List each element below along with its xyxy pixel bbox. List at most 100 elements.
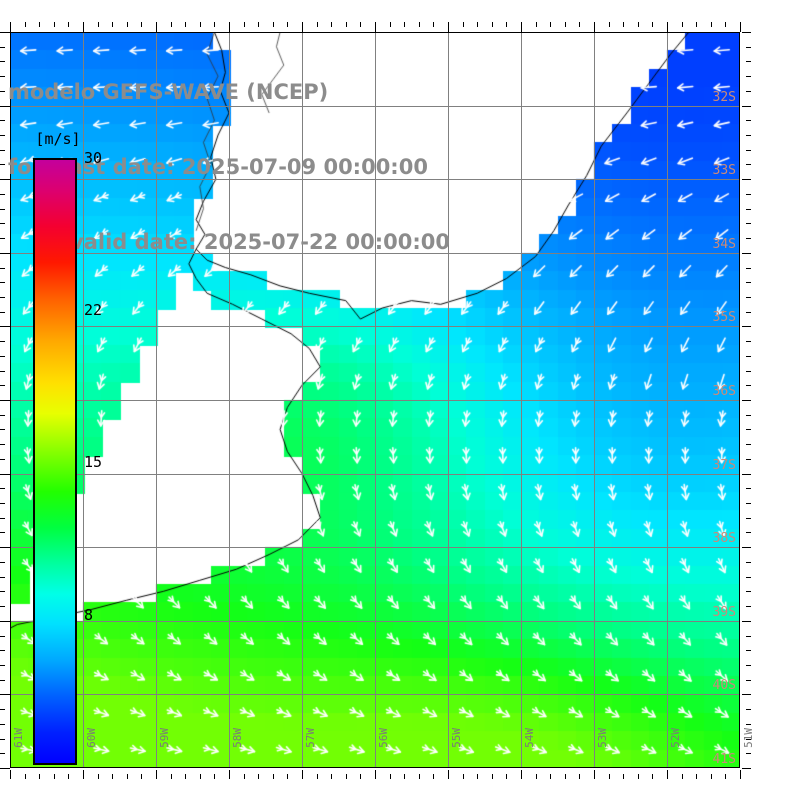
axis-tick [0,61,5,62]
axis-tick [746,164,751,165]
axis-tick [463,22,464,27]
axis-tick [0,106,10,107]
axis-tick [746,209,751,210]
axis-tick [746,562,751,563]
axis-tick [185,22,186,27]
longitude-label: 58W [231,728,244,748]
axis-tick [746,312,751,313]
axis-tick [742,253,751,254]
latitude-label: 32S [712,90,736,105]
axis-tick [746,724,751,725]
axis-tick [0,268,5,269]
axis-tick [0,518,5,519]
axis-tick [200,774,201,779]
axis-tick [83,22,84,32]
axis-tick [746,444,751,445]
axis-tick [317,22,318,27]
axis-tick [746,459,751,460]
axis-tick [258,774,259,779]
axis-tick [0,636,5,637]
axis-tick [746,371,751,372]
axis-tick [492,774,493,779]
axis-tick [565,774,566,779]
colorbar-tick-label: 30 [84,149,103,167]
axis-tick [746,503,751,504]
axis-tick [0,665,5,666]
axis-tick [404,774,405,779]
axis-tick [742,179,751,180]
axis-tick [0,385,5,386]
axis-tick [0,459,5,460]
axis-tick [448,22,449,32]
longitude-label: 55W [450,728,463,748]
latitude-label: 41S [712,752,736,767]
axis-tick [638,22,639,27]
latitude-label: 38S [712,531,736,546]
axis-tick [746,297,751,298]
axis-tick [0,341,5,342]
colorbar-gradient [33,158,77,765]
longitude-label: 56W [377,728,390,748]
axis-tick [171,774,172,779]
axis-tick [10,22,11,32]
axis-tick [419,774,420,779]
axis-tick [0,297,5,298]
axis-tick [0,650,5,651]
axis-tick [477,774,478,779]
axis-tick [746,739,751,740]
axis-tick [156,22,157,32]
colorbar-tick-label: 15 [84,453,103,471]
axis-tick [229,22,230,32]
axis-tick [623,774,624,779]
axis-tick [112,22,113,27]
axis-tick [746,415,751,416]
axis-tick [506,22,507,27]
axis-tick [746,532,751,533]
axis-tick [746,488,751,489]
axis-tick [171,22,172,27]
axis-tick [185,774,186,779]
longitude-label: 61W [12,728,25,748]
axis-tick [258,22,259,27]
colorbar-tick-label: 22 [84,301,103,319]
axis-tick [0,474,10,475]
axis-tick [0,47,5,48]
axis-tick [711,22,712,27]
axis-tick [360,22,361,27]
axis-tick [0,356,5,357]
axis-tick [112,774,113,779]
axis-tick [746,341,751,342]
axis-tick [0,32,10,33]
axis-tick [273,774,274,779]
axis-tick [746,636,751,637]
axis-tick [287,774,288,779]
axis-tick [521,770,522,779]
axis-tick [68,22,69,27]
axis-tick [419,22,420,27]
axis-tick [746,591,751,592]
axis-tick [0,444,5,445]
longitude-label: 57W [304,728,317,748]
axis-tick [746,268,751,269]
axis-tick [375,770,376,779]
axis-tick [742,400,751,401]
axis-tick [746,650,751,651]
axis-tick [742,474,751,475]
axis-tick [0,547,10,548]
axis-tick [83,770,84,779]
axis-tick [746,150,751,151]
map-plot-area: 32S 33S 34S 35S 36S 37S 38S 39S 40S 41S [10,32,740,768]
axis-tick [0,768,10,769]
axis-tick [0,753,5,754]
axis-tick [0,724,5,725]
axis-tick [536,774,537,779]
axis-tick [594,22,595,32]
axis-tick [609,774,610,779]
axis-tick [331,22,332,27]
axis-tick [742,32,751,33]
axis-tick [742,326,751,327]
axis-tick [0,164,5,165]
axis-tick [0,282,5,283]
axis-tick [696,774,697,779]
